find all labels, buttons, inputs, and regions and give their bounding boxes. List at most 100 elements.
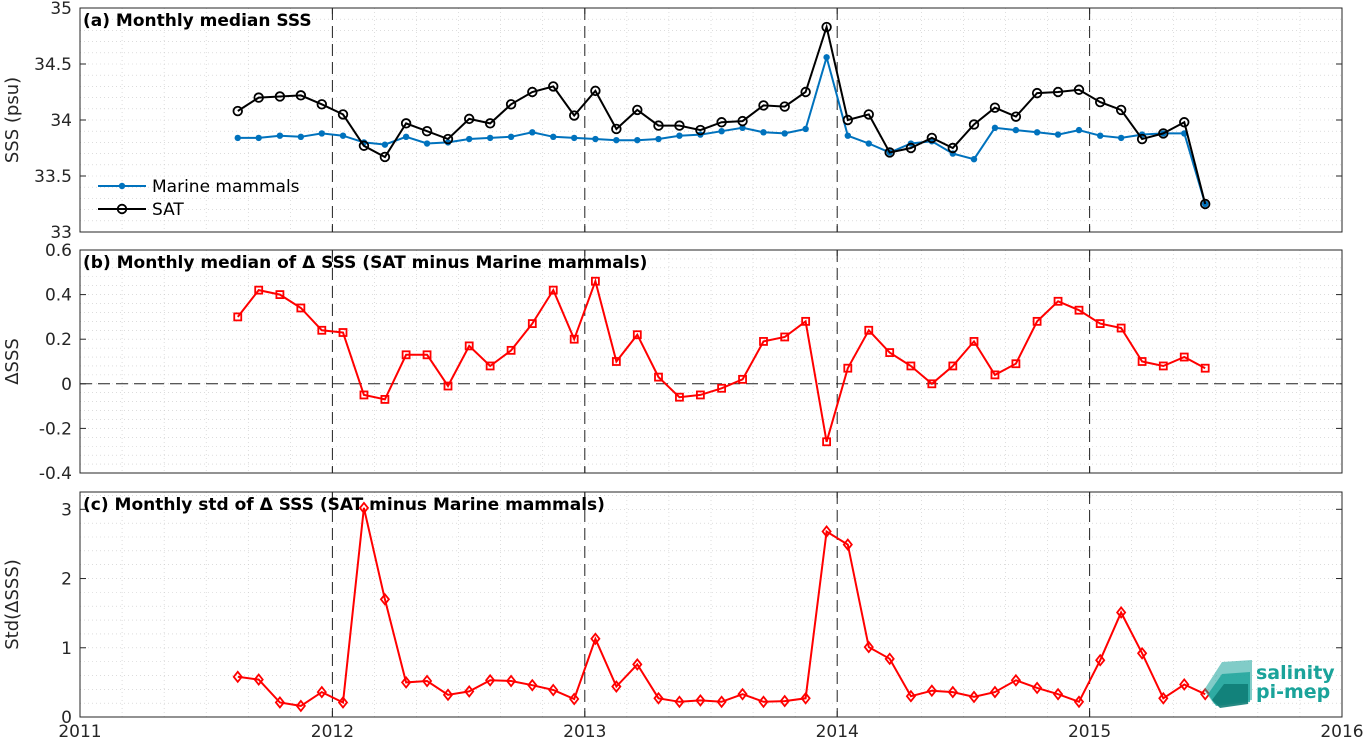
data-point — [884, 652, 895, 666]
data-point — [632, 657, 643, 671]
data-point — [232, 670, 243, 684]
data-point — [821, 21, 832, 33]
data-point — [905, 689, 917, 703]
data-point — [234, 134, 241, 142]
data-point — [716, 695, 727, 709]
y-tick-label: 34.5 — [34, 55, 72, 75]
panel-2: -0.4 -0.2 0 0.2 0.4 0.6 ΔSSS (b) Monthly median… — [2, 241, 1343, 484]
data-point — [632, 330, 642, 340]
data-point — [1010, 111, 1022, 122]
data-point — [905, 142, 917, 154]
legend-label: SAT — [152, 200, 184, 220]
data-point — [1136, 133, 1148, 145]
data-point — [947, 685, 958, 699]
data-point — [550, 133, 557, 140]
data-point — [253, 92, 264, 103]
data-point — [590, 85, 601, 97]
data-point — [274, 91, 286, 102]
data-point — [1052, 687, 1064, 701]
data-point — [232, 105, 243, 117]
data-point — [758, 100, 769, 111]
data-point — [926, 684, 938, 698]
data-point — [316, 99, 327, 110]
data-point — [781, 130, 788, 137]
series-line — [237, 277, 1206, 443]
data-point — [1095, 653, 1106, 667]
data-point — [632, 104, 643, 116]
data-point — [400, 118, 412, 129]
data-point — [654, 372, 663, 382]
minor-grid — [80, 492, 1342, 717]
y-tick-label: 0.2 — [45, 330, 72, 350]
data-point — [590, 632, 601, 646]
data-point — [401, 350, 411, 360]
data-point — [569, 692, 580, 706]
data-point — [485, 361, 495, 371]
y-tick-label: 35 — [50, 0, 72, 19]
data-point — [1095, 319, 1105, 328]
data-point — [991, 124, 999, 132]
data-point — [738, 374, 747, 384]
logo-text-line1: salinity — [1256, 662, 1335, 684]
data-point — [442, 688, 454, 702]
data-point — [548, 81, 559, 92]
panel-title: (c) Monthly std of Δ SSS (SAT minus Mari… — [83, 495, 605, 515]
data-point — [863, 109, 874, 120]
data-point — [1158, 691, 1169, 705]
legend-swatch-marker — [118, 182, 126, 190]
panel-title: (b) Monthly median of Δ SSS (SAT minus M… — [83, 253, 647, 273]
data-point — [779, 694, 790, 708]
data-point — [884, 147, 895, 158]
data-point — [548, 285, 558, 295]
panel-title: (a) Monthly median SSS — [83, 11, 312, 31]
data-point — [1073, 84, 1085, 95]
data-point — [318, 130, 325, 137]
data-point — [655, 135, 662, 143]
axes-box — [79, 249, 1343, 474]
data-point — [295, 699, 307, 713]
data-point — [592, 135, 599, 143]
series-marine-mammals — [234, 53, 1209, 208]
y-tick-label: -0.4 — [39, 464, 72, 484]
data-point — [823, 54, 830, 61]
data-point — [464, 113, 475, 125]
data-point — [317, 325, 327, 335]
data-point — [843, 363, 853, 373]
panel-1: 33 33.5 34 34.5 35 SSS (psu) (a) Monthly media… — [2, 0, 1343, 243]
data-point — [359, 390, 369, 400]
data-point — [254, 285, 264, 295]
data-point — [1200, 363, 1210, 373]
data-point — [444, 139, 452, 146]
data-point — [274, 696, 286, 709]
series-delta-3 — [232, 501, 1211, 713]
y-axis-label: ΔSSS — [2, 338, 23, 385]
data-point — [529, 129, 536, 136]
data-point — [421, 125, 433, 137]
legend: Marine mammals SAT — [98, 177, 300, 220]
data-point — [464, 341, 474, 351]
data-point — [379, 592, 391, 606]
data-point — [947, 142, 958, 154]
data-point — [380, 395, 390, 404]
data-point — [275, 290, 285, 300]
data-point — [802, 125, 809, 133]
data-point — [423, 140, 431, 147]
data-point — [276, 132, 284, 139]
legend-entry: SAT — [98, 200, 184, 220]
x-tick-label: 2013 — [563, 722, 606, 742]
data-point — [718, 128, 725, 135]
data-point — [800, 691, 811, 705]
data-point — [759, 337, 768, 346]
data-point — [379, 151, 391, 163]
y-axis-label: Std(ΔSSS) — [2, 559, 23, 650]
data-point — [507, 133, 515, 140]
x-tick-label: 2014 — [816, 722, 859, 742]
data-point — [486, 134, 494, 142]
data-point — [611, 123, 622, 135]
data-point — [969, 337, 979, 346]
data-point — [442, 133, 454, 145]
data-point — [1075, 126, 1083, 134]
data-point — [569, 334, 579, 344]
data-point — [760, 129, 767, 136]
axes-box — [79, 491, 1343, 718]
